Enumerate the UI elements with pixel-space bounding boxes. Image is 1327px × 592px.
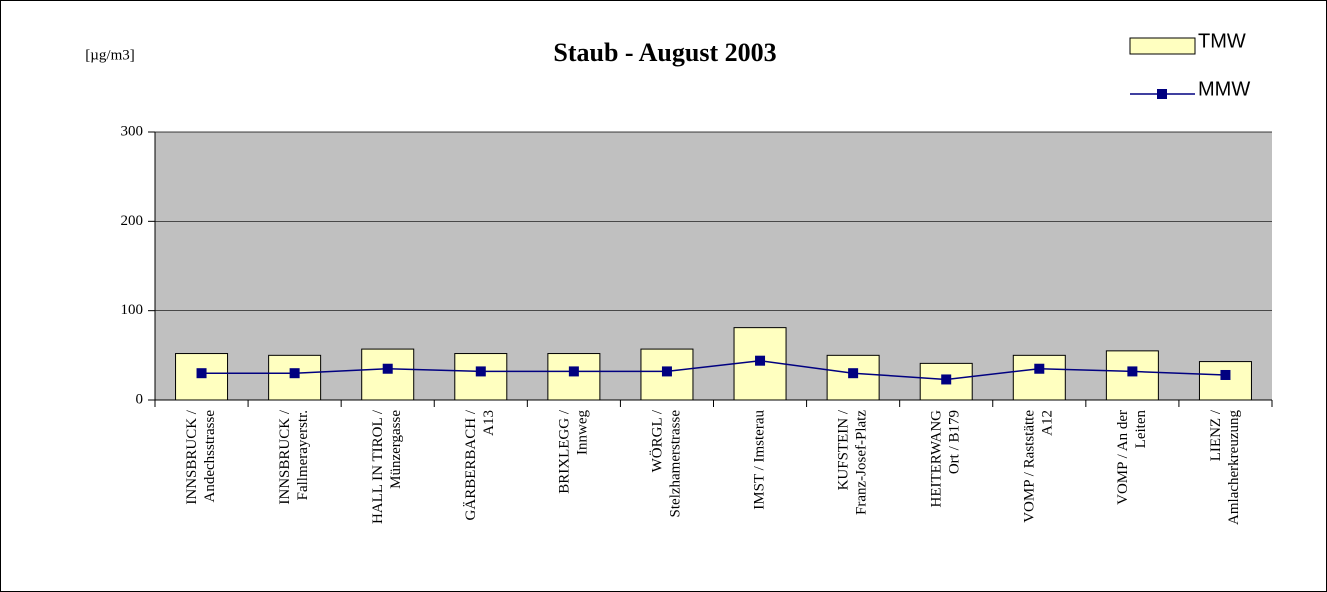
marker [941,374,952,385]
line [201,359,1226,381]
x-tick-label: HALL IN TIROL / [370,409,386,524]
plot-area [155,132,1272,400]
marker [848,368,859,379]
legend-label: TMW [1198,30,1246,52]
x-tick-label: Andechsstrasse [202,410,218,503]
y-tick-label: 100 [121,302,144,318]
y-axis-unit: [µg/m3] [85,47,134,63]
x-tick-label: Leiten [1133,410,1149,449]
x-tick-label: Amlacherkreuzung [1226,410,1242,525]
x-tick-label: Stelzhamerstrasse [667,410,683,518]
x-tick-label: VOMP / Raststätte [1022,410,1038,523]
bar [361,348,415,401]
x-tick-label: A12 [1040,410,1056,436]
marker [1220,369,1231,380]
bar [547,353,601,401]
x-tick-label: A13 [481,410,497,436]
bar [454,353,508,401]
x-tick-label: Innweg [574,410,590,455]
marker [755,355,766,366]
x-tick-label: WÖRGL / [648,409,665,472]
x-tick-label: VOMP / An der [1115,410,1131,505]
x-tick-label: BRIXLEGG / [556,409,572,494]
marker [1034,363,1045,374]
bar [1012,354,1066,401]
y-tick-label: 300 [121,123,144,139]
y-tick-label: 0 [136,391,144,407]
legend-swatch [1157,89,1167,99]
chart-title: Staub - August 2003 [553,38,776,67]
y-tick-label: 200 [121,213,144,229]
marker [382,363,393,374]
x-tick-label: Ort / B179 [947,410,963,474]
x-tick-label: INNSBRUCK / [277,409,293,504]
x-tick-label: LIENZ / [1208,409,1224,461]
x-tick-label: Franz-Josef-Platz [854,410,870,515]
marker [1127,366,1138,377]
legend-swatch [1129,37,1196,55]
x-tick-label: KUFSTEIN / [836,409,852,490]
x-tick-label: Fallmerayerstr. [295,410,311,500]
x-tick-label: HEITERWANG [929,410,945,508]
marker [289,368,300,379]
x-tick-label: GÄRBERBACH / [462,409,479,520]
x-tick-label: INNSBRUCK / [184,409,200,504]
marker [196,368,207,379]
marker [475,366,486,377]
bar [1198,361,1252,401]
marker [568,366,579,377]
x-tick-label: IMST / Imsterau [751,410,767,510]
marker [661,366,672,377]
x-tick-label: Münzergasse [388,410,404,489]
legend-label: MMW [1198,78,1250,100]
